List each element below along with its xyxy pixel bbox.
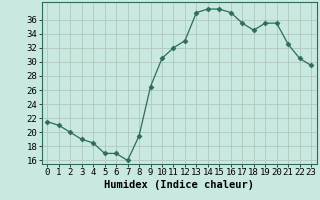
X-axis label: Humidex (Indice chaleur): Humidex (Indice chaleur): [104, 180, 254, 190]
